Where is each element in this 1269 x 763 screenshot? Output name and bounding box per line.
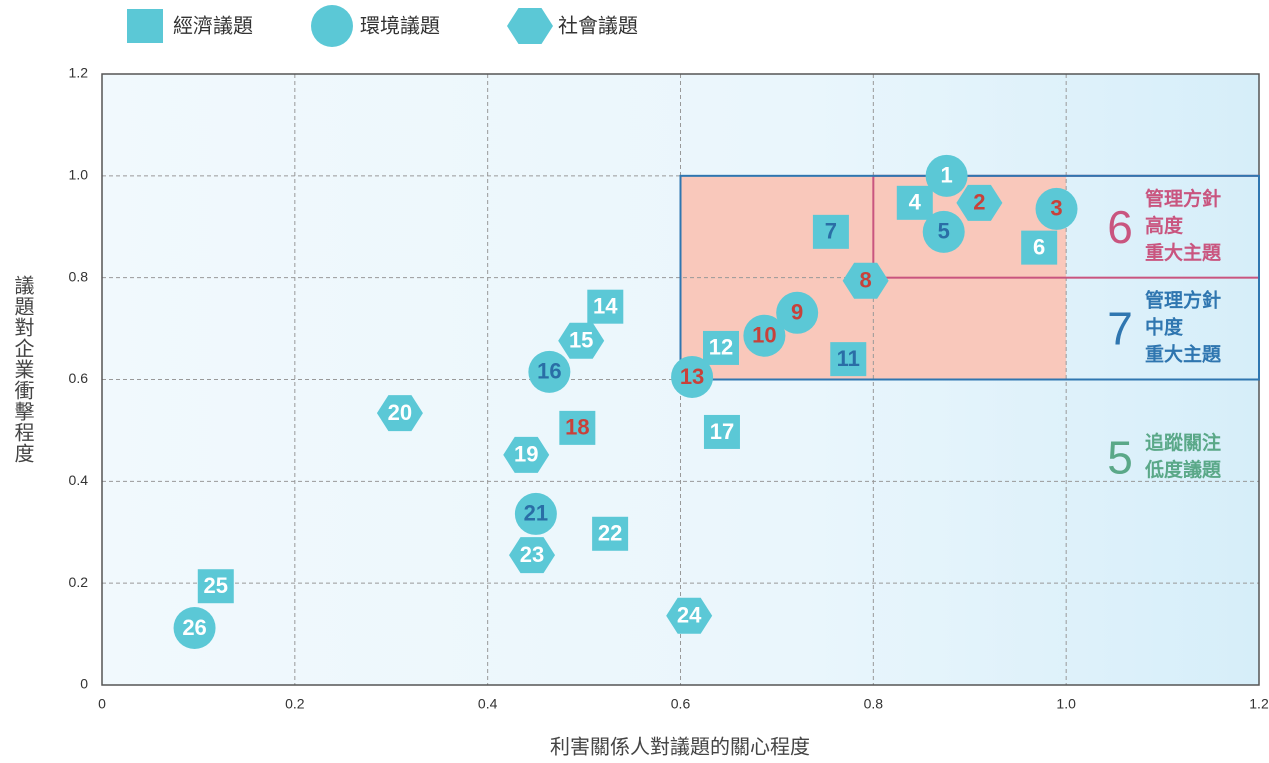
point: [830, 342, 867, 377]
x-tick-label: 0.4: [478, 696, 498, 712]
x-tick-label: 0.8: [864, 696, 884, 712]
point-label: 20: [388, 400, 412, 425]
point-label: 5: [938, 219, 950, 244]
point: [592, 516, 629, 551]
region-number: 7: [1107, 303, 1133, 355]
point-label: 9: [791, 300, 803, 325]
point: [743, 314, 786, 357]
point: [812, 214, 849, 249]
point: [702, 330, 739, 365]
region-label: 追蹤關注: [1145, 431, 1221, 454]
y-tick-label: 0.2: [69, 574, 89, 590]
point: [922, 210, 965, 253]
region-label: 管理方針: [1145, 187, 1221, 210]
point-label: 13: [680, 364, 704, 389]
region-number: 6: [1107, 201, 1133, 253]
point-label: 8: [859, 268, 871, 293]
point: [776, 291, 819, 334]
point: [587, 289, 624, 324]
point: [528, 350, 571, 393]
y-tick-label: 0.8: [69, 268, 89, 284]
point: [559, 410, 596, 445]
point-label: 15: [569, 328, 593, 353]
point: [503, 436, 550, 473]
point-label: 26: [182, 615, 206, 640]
point-label: 23: [520, 542, 544, 567]
region-label: 重大主題: [1145, 241, 1222, 264]
x-axis-label: 利害關係人對議題的關心程度: [550, 735, 810, 758]
point: [671, 355, 714, 398]
point-label: 21: [524, 501, 548, 526]
point-label: 24: [677, 603, 702, 628]
y-tick-label: 1.0: [69, 167, 89, 183]
point: [1035, 187, 1078, 230]
point-label: 17: [710, 419, 734, 444]
x-tick-label: 1.0: [1056, 696, 1076, 712]
legend-marker: [507, 8, 553, 44]
legend-label: 社會議題: [558, 14, 638, 37]
point-label: 22: [598, 521, 622, 546]
region-label: 管理方針: [1145, 289, 1221, 312]
region-label: 低度議題: [1144, 458, 1222, 481]
region-label: 高度: [1145, 214, 1184, 237]
point-label: 4: [909, 190, 922, 215]
region-label: 中度: [1145, 316, 1184, 339]
legend-label: 經濟議題: [173, 14, 253, 37]
point: [1021, 230, 1058, 265]
point: [703, 414, 740, 449]
point-label: 1: [940, 163, 952, 188]
legend-label: 環境議題: [360, 14, 440, 37]
point-label: 16: [537, 359, 561, 384]
legend-marker: [127, 9, 163, 43]
point: [197, 569, 234, 604]
point-label: 10: [752, 323, 776, 348]
x-tick-label: 0.6: [671, 696, 691, 712]
point-label: 18: [565, 415, 589, 440]
point: [376, 395, 423, 432]
point-label: 6: [1033, 234, 1045, 259]
region-label: 重大主題: [1145, 343, 1222, 366]
point: [509, 537, 556, 574]
point: [514, 492, 557, 535]
x-tick-label: 0: [98, 696, 106, 712]
point-label: 7: [825, 219, 837, 244]
x-tick-label: 0.2: [285, 696, 305, 712]
region-number: 5: [1107, 431, 1133, 483]
point-label: 12: [709, 335, 733, 360]
y-tick-label: 1.2: [69, 65, 89, 81]
point-label: 2: [973, 190, 985, 215]
point: [173, 606, 216, 649]
point-label: 25: [204, 573, 228, 598]
y-tick-label: 0.4: [69, 472, 89, 488]
point-label: 3: [1050, 196, 1062, 221]
y-tick-label: 0: [80, 676, 88, 692]
x-tick-label: 1.2: [1249, 696, 1269, 712]
legend-marker: [311, 5, 353, 47]
y-axis-label: 議題對企業衝擊程度: [11, 275, 33, 464]
y-tick-label: 0.6: [69, 370, 89, 386]
point: [896, 185, 933, 220]
region-box: [679, 174, 1260, 381]
point: [956, 184, 1003, 221]
point: [666, 597, 713, 634]
point: [558, 322, 605, 359]
point-label: 14: [593, 294, 618, 319]
point: [842, 262, 889, 299]
point: [925, 154, 968, 197]
point-label: 19: [514, 442, 538, 467]
point-label: 11: [837, 346, 860, 371]
